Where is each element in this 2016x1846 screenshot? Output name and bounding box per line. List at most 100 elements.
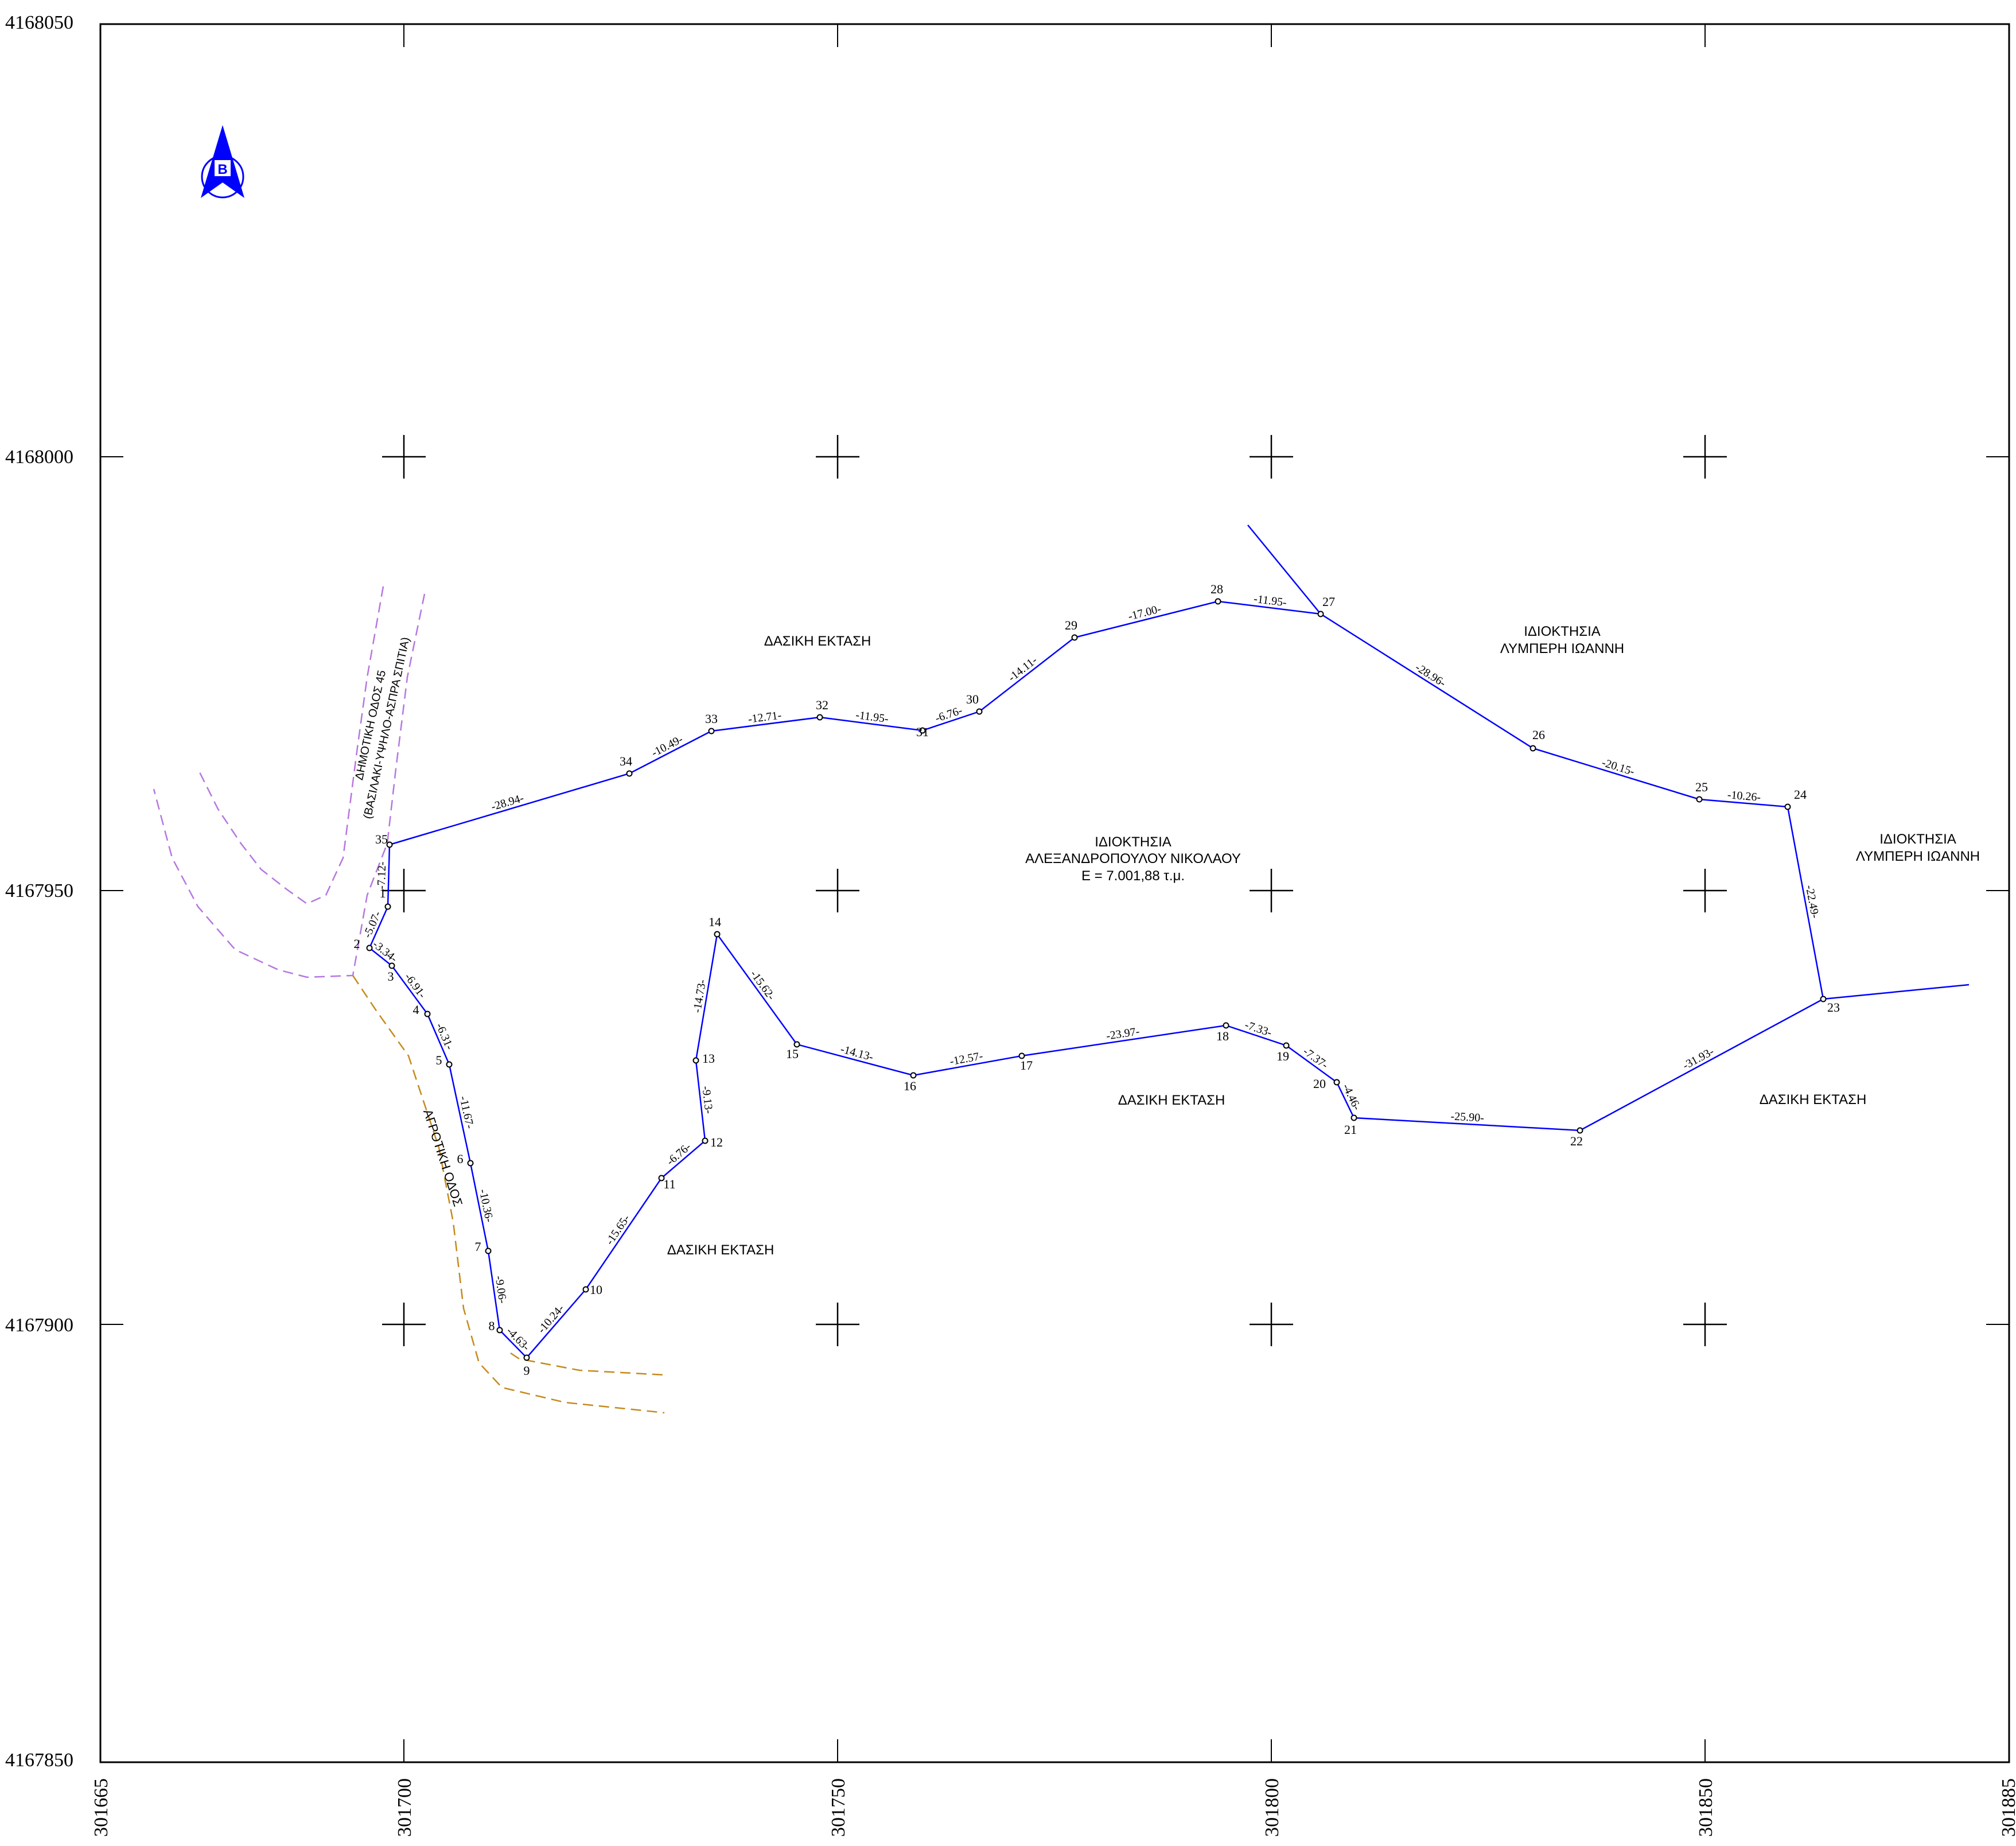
vertex-label: 23: [1827, 1000, 1840, 1015]
parcel-vertices: [366, 598, 1827, 1361]
edge-length-label: -7.12-: [375, 861, 388, 889]
edge-length-label: -23.97-: [1106, 1025, 1141, 1042]
vertex-label: 27: [1322, 594, 1335, 609]
vertex-point: [424, 1011, 431, 1017]
frame-ticks: [100, 24, 2009, 1763]
vertex-point: [658, 1175, 665, 1182]
forest-label: ΔΑΣΙΚΗ ΕΚΤΑΣΗ: [1760, 1092, 1867, 1107]
vertex-label: 22: [1570, 1134, 1583, 1148]
vertex-point: [1283, 1042, 1290, 1049]
forest-label: ΔΑΣΙΚΗ ΕΚΤΑΣΗ: [764, 634, 871, 649]
vertex-label: 10: [590, 1283, 602, 1297]
neighbour-boundaries: [1247, 524, 1970, 1000]
vertex-point: [1696, 796, 1703, 803]
vertex-label: 7: [475, 1239, 481, 1254]
vertex-point: [1018, 1052, 1025, 1059]
edge-length-label: -31.93-: [1680, 1045, 1716, 1072]
rural-road: [352, 975, 665, 1414]
municipal-road: [153, 586, 426, 978]
vertex-label: 13: [702, 1051, 715, 1066]
vertex-point: [793, 1041, 800, 1048]
vertex-point: [384, 903, 391, 910]
neighbour-owner-label: ΙΔΙΟΚΤΗΣΙΑ: [1879, 831, 1956, 847]
edge-length-label: -10.49-: [649, 733, 685, 759]
vertex-labels: 1234567891011121314151617181920212223242…: [354, 582, 1840, 1378]
vertex-label: 30: [966, 692, 979, 706]
vertex-label: 14: [709, 915, 721, 929]
y-tick-label: 4168050: [5, 12, 73, 33]
vertex-label: 16: [904, 1079, 916, 1093]
vertex-point: [523, 1354, 530, 1361]
x-tick-label: 301850: [1695, 1778, 1717, 1837]
vertex-point: [485, 1247, 492, 1254]
vertex-label: 24: [1794, 787, 1807, 802]
north-arrow-icon: Β: [201, 125, 244, 199]
vertex-label: 35: [375, 832, 388, 846]
vertex-point: [1529, 745, 1536, 752]
vertex-point: [1784, 803, 1791, 810]
y-tick-label: 4167950: [5, 880, 73, 901]
vertex-point: [1351, 1114, 1357, 1121]
neighbour-owner-label: ΛΥΜΠΕΡΗ ΙΩΑΝΝΗ: [1856, 849, 1980, 864]
vertex-point: [714, 931, 721, 938]
y-tick-label: 4167850: [5, 1750, 73, 1771]
vertex-point: [1071, 634, 1078, 641]
vertex-label: 4: [413, 1002, 419, 1017]
vertex-label: 11: [663, 1177, 675, 1191]
vertex-label: 5: [436, 1053, 442, 1067]
vertex-label: 2: [354, 936, 360, 951]
vertex-label: 12: [710, 1135, 723, 1149]
vertex-label: 17: [1020, 1058, 1033, 1072]
parcel-owner-label: ΙΔΙΟΚΤΗΣΙΑ: [1095, 834, 1172, 850]
vertex-label: 8: [489, 1319, 495, 1333]
vertex-point: [496, 1327, 503, 1334]
edge-length-label: -9.13-: [699, 1085, 715, 1114]
vertex-label: 26: [1532, 728, 1545, 742]
vertex-label: 3: [388, 969, 394, 984]
x-tick-label: 301885: [1998, 1778, 2016, 1837]
x-tick-label: 301700: [394, 1778, 415, 1837]
north-arrow-letter: Β: [217, 162, 227, 177]
vertex-point: [446, 1061, 453, 1068]
vertex-point: [626, 770, 633, 777]
vertex-point: [1317, 611, 1324, 617]
vertex-point: [1223, 1022, 1229, 1029]
vertex-point: [976, 708, 983, 715]
parcel-boundary: [368, 600, 1824, 1359]
vertex-point: [366, 945, 373, 951]
grid-crosses: [382, 435, 1727, 1346]
vertex-label: 15: [786, 1047, 799, 1061]
vertex-point: [692, 1057, 699, 1064]
vertex-label: 20: [1313, 1076, 1326, 1091]
edge-length-label: -10.26-: [1727, 788, 1761, 804]
vertex-point: [388, 962, 395, 969]
forest-label: ΔΑΣΙΚΗ ΕΚΤΑΣΗ: [1118, 1093, 1225, 1108]
vertex-label: 28: [1211, 582, 1223, 596]
vertex-label: 32: [816, 698, 828, 712]
parcel-area-label: Ε = 7.001,88 τ.μ.: [1081, 868, 1185, 884]
vertex-point: [1820, 996, 1827, 1002]
vertex-point: [708, 728, 715, 734]
x-tick-label: 301750: [828, 1778, 849, 1837]
vertex-label: 19: [1276, 1049, 1289, 1063]
neighbour-owner-label: ΛΥΜΠΕΡΗ ΙΩΑΝΝΗ: [1500, 641, 1624, 656]
edge-length-labels: -5.07--3.34--6.91--6.31--11.67--10.36--9…: [361, 593, 1822, 1354]
x-tick-label: 301800: [1262, 1778, 1283, 1837]
vertex-point: [1215, 598, 1221, 605]
forest-label: ΔΑΣΙΚΗ ΕΚΤΑΣΗ: [667, 1242, 775, 1258]
vertex-point: [1333, 1079, 1340, 1086]
vertex-point: [910, 1072, 917, 1079]
vertex-label: 29: [1065, 618, 1077, 632]
vertex-label: 21: [1344, 1122, 1357, 1137]
y-tick-label: 4167900: [5, 1315, 73, 1336]
vertex-point: [467, 1160, 474, 1167]
vertex-label: 25: [1695, 780, 1708, 794]
neighbour-owner-label: ΙΔΙΟΚΤΗΣΙΑ: [1524, 624, 1601, 639]
vertex-point: [582, 1286, 589, 1293]
parcel-owner-label: ΑΛΕΞΑΝΔΡΟΠΟΥΛΟΥ ΝΙΚΟΛΑΟΥ: [1025, 851, 1241, 866]
vertex-label: 31: [916, 725, 929, 739]
edge-length-label: -14.73-: [691, 978, 709, 1013]
vertex-point: [386, 841, 393, 848]
vertex-label: 18: [1216, 1029, 1229, 1043]
